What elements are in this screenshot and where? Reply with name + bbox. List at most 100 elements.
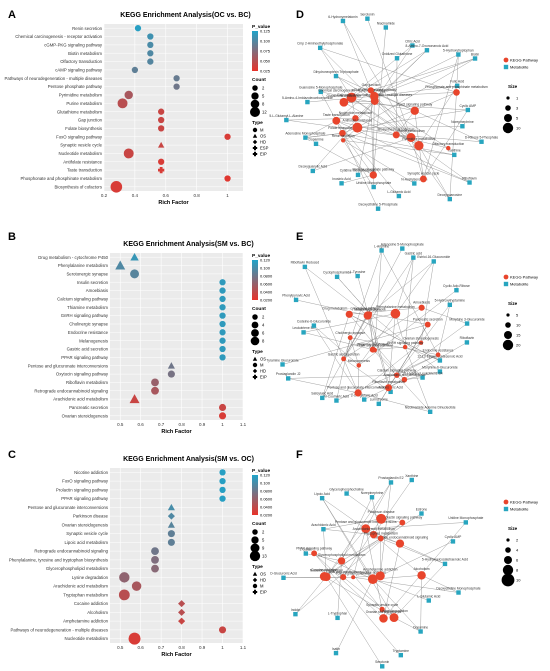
network-edge	[326, 482, 392, 578]
category-label: Amoebiasis	[86, 288, 108, 293]
data-point	[167, 503, 175, 511]
category-label: Prolactin signaling pathway	[56, 487, 109, 492]
metabolite-node	[472, 56, 478, 61]
data-point	[167, 538, 175, 546]
category-label: PPAR signaling pathway	[61, 496, 109, 501]
data-point	[134, 25, 142, 32]
pathway-label: Phosphonate and phosphinate metabolism	[425, 85, 488, 89]
legend-size-marker	[504, 114, 512, 122]
pathway-label: Synaptic vesicle cycle	[366, 603, 398, 607]
legend-pvalue-tick: 0.0800	[260, 274, 273, 279]
network-edge	[369, 313, 441, 372]
pathway-label: Antifolate resistance	[343, 119, 373, 123]
network-nodes: 5-Hydroxyeicosatetraenoic Acid Deoxycitid…	[270, 474, 483, 669]
pathway-label: Pyrimidine metabolism	[402, 137, 435, 141]
pathway-node	[369, 171, 377, 179]
data-point	[218, 626, 227, 634]
network-edge	[295, 528, 366, 615]
metabolite-node	[333, 650, 339, 656]
legend-count-marker	[252, 314, 258, 320]
data-point	[158, 125, 165, 132]
data-point	[219, 279, 226, 286]
metabolite-label: L-Glutamic Acid	[387, 190, 410, 194]
metabolite-node	[365, 16, 370, 21]
legend-count-label: 2	[262, 530, 265, 535]
metabolite-label: L-Tryptophan	[328, 612, 348, 616]
data-point	[219, 304, 226, 311]
metabolite-node	[369, 495, 375, 500]
pathway-node	[340, 138, 346, 143]
metabolite-node	[400, 246, 405, 251]
legend-type-label: M	[260, 128, 264, 133]
category-label: Insulin secretion	[77, 280, 109, 285]
network-edge	[286, 118, 356, 121]
legend-size-label: 8	[516, 568, 519, 573]
metabolite-label: Phenylpyruvic Acid	[282, 294, 310, 298]
metabolite-node	[419, 511, 424, 516]
metabolite-label: Xanthine	[448, 149, 461, 153]
legend-size-marker	[505, 105, 511, 111]
legend-type-label: M	[260, 584, 264, 589]
metabolite-label: Inosinic Acid	[332, 177, 350, 181]
category-label: Lysine degradation	[72, 575, 109, 580]
metabolite-node	[456, 52, 461, 57]
network-edge	[343, 140, 455, 156]
legend-size-marker	[502, 339, 514, 351]
metabolite-node	[437, 358, 443, 363]
metabolite-label: Uridine Monophosphate	[356, 181, 391, 185]
network-edge	[343, 102, 419, 146]
metabolite-node	[335, 615, 340, 621]
pathway-label: Arachidonic acid metabolism	[383, 373, 425, 377]
legend-type-label: HD	[260, 369, 266, 374]
network-edge	[313, 325, 359, 393]
network-edge	[357, 365, 359, 393]
network-edge	[346, 493, 382, 519]
legend-pvalue-tick: 0.0800	[260, 489, 273, 494]
legend-type-marker	[252, 368, 258, 374]
pathway-label: Melanogenesis	[348, 359, 371, 363]
metabolite-label: Gastric acid	[405, 251, 423, 255]
legend-type-marker	[252, 577, 258, 583]
chart-title: KEGG Enrichment Analysis(OC vs. BC)	[120, 12, 250, 19]
pathway-label: Taste transduction	[323, 113, 350, 117]
network-edge	[449, 92, 457, 200]
data-point	[218, 412, 227, 420]
pathway-label: Drug metabolism - cytochrome P450	[322, 307, 376, 311]
metabolite-node	[334, 398, 339, 403]
legend-pvalue-title: P_value	[252, 253, 270, 259]
network-edge	[437, 304, 450, 355]
network-edge	[343, 257, 414, 359]
metabolite-node	[383, 25, 389, 30]
pathway-node	[369, 346, 376, 353]
metabolite-node	[305, 99, 310, 105]
data-point	[178, 617, 186, 625]
metabolite-node	[371, 184, 376, 190]
pathway-node	[417, 571, 426, 580]
data-point	[151, 386, 159, 395]
data-point	[147, 41, 154, 49]
metabolite-label: Nicotinamide Adenine Dinucleotide	[405, 406, 456, 410]
pathway-label: Ovarian steroidogenesis	[366, 610, 402, 614]
category-label: Renin secretion	[72, 26, 102, 31]
pathway-label: Cholinergic synapse	[335, 331, 365, 335]
legend-size-marker	[502, 122, 514, 134]
network-edge	[370, 90, 482, 142]
pathway-label: Amoebiasis	[413, 301, 430, 305]
category-label: FoxO signaling pathway	[62, 479, 109, 484]
metabolite-node	[450, 539, 456, 544]
legend-count-marker	[251, 536, 259, 544]
legend-count-label: 2	[262, 86, 265, 91]
network-edge	[321, 498, 373, 580]
pathway-label: Tryptophan metabolism	[364, 532, 399, 536]
metabolite-node	[355, 273, 360, 279]
category-label: Chemical carcinogenesis - receptor activ…	[15, 34, 102, 39]
network-edge	[396, 354, 439, 376]
metabolite-label: 5-L-Glutamyl-L-Alanine	[269, 114, 303, 118]
network-edge	[335, 75, 375, 102]
x-tick-label: 0.2	[101, 193, 108, 198]
legend-pvalue-title: P_value	[252, 468, 270, 474]
metabolite-node	[454, 288, 459, 293]
network-edge	[341, 174, 374, 184]
metabolite-label: Guanosine 5-Monophosphate	[299, 86, 343, 90]
